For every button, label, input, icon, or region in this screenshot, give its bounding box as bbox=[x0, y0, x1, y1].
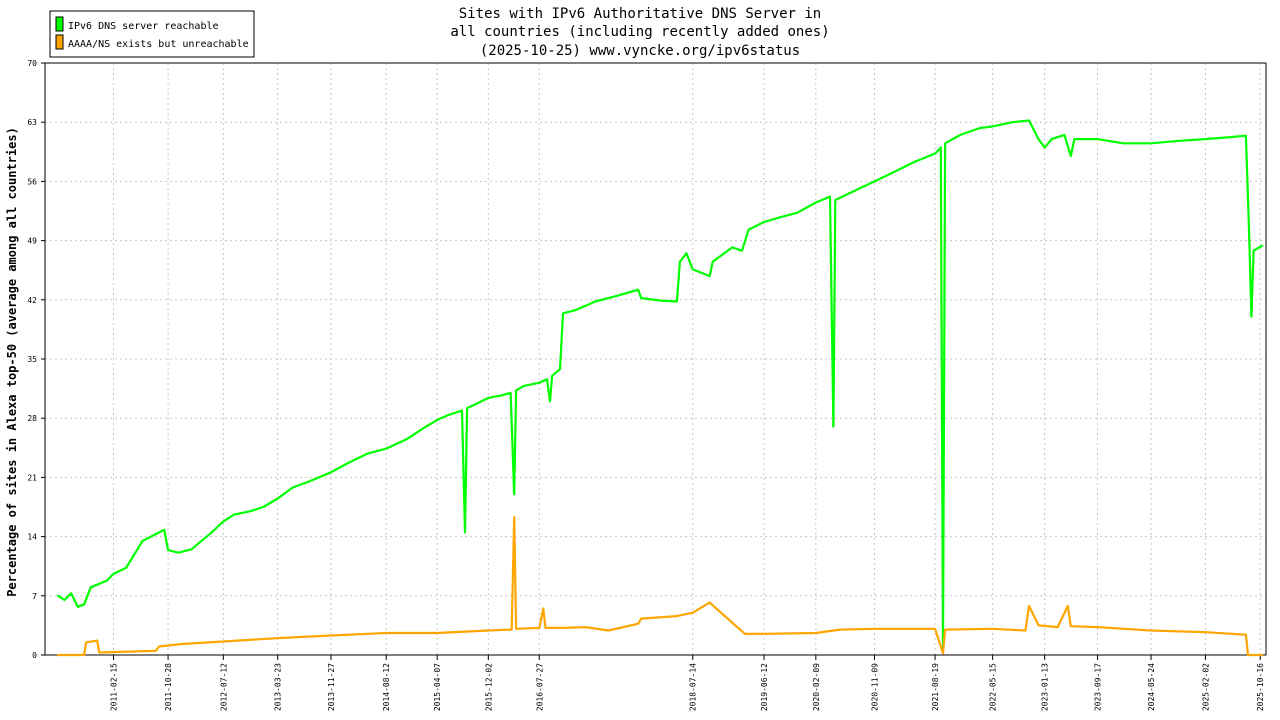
series-group bbox=[56, 119, 1264, 657]
legend-swatch-reachable bbox=[55, 16, 64, 32]
x-tick-label: 2015-12-02 bbox=[484, 663, 493, 711]
series-line-unreachable bbox=[56, 515, 1264, 657]
x-tick-label: 2020-11-09 bbox=[870, 663, 879, 711]
y-tick-label: 28 bbox=[27, 414, 37, 423]
x-axis: 2011-02-15 2011-10-28 2012-07-12 2013-03-23… bbox=[109, 655, 1265, 711]
series-line-reachable bbox=[56, 119, 1264, 648]
legend-swatch-unreachable bbox=[55, 34, 64, 50]
x-tick-label: 2018-07-14 bbox=[689, 663, 698, 711]
x-tick-label: 2023-01-13 bbox=[1041, 663, 1050, 711]
chart-title-line-3: (2025-10-25) www.vyncke.org/ipv6status bbox=[480, 43, 800, 59]
y-axis-label: Percentage of sites in Alexa top-50 (ave… bbox=[5, 127, 19, 597]
x-tick-label: 2023-09-17 bbox=[1094, 663, 1103, 711]
x-tick-label: 2022-05-15 bbox=[989, 663, 998, 711]
x-tick-label: 2011-10-28 bbox=[164, 663, 173, 711]
y-tick-label: 70 bbox=[27, 59, 37, 68]
x-tick-label: 2016-07-27 bbox=[535, 663, 544, 711]
x-tick-label: 2013-03-23 bbox=[274, 663, 283, 711]
x-tick-label: 2025-10-16 bbox=[1256, 663, 1265, 711]
x-tick-label: 2021-08-19 bbox=[931, 663, 940, 711]
grid bbox=[45, 63, 1266, 655]
x-tick-label: 2024-05-24 bbox=[1147, 663, 1156, 711]
x-tick-label: 2013-11-27 bbox=[327, 663, 336, 711]
y-tick-label: 21 bbox=[27, 473, 37, 482]
x-tick-label: 2020-02-09 bbox=[812, 663, 821, 711]
legend: IPv6 DNS server reachable AAAA/NS exists… bbox=[49, 10, 255, 58]
y-tick-label: 56 bbox=[27, 177, 37, 186]
y-tick-label: 7 bbox=[32, 592, 37, 601]
y-tick-label: 35 bbox=[27, 355, 37, 364]
x-tick-label: 2015-04-07 bbox=[433, 663, 442, 711]
x-tick-label: 2011-02-15 bbox=[109, 663, 118, 711]
y-tick-label: 63 bbox=[27, 118, 37, 127]
y-tick-label: 49 bbox=[27, 237, 37, 246]
x-tick-label: 2012-07-12 bbox=[219, 663, 228, 711]
y-tick-label: 0 bbox=[32, 651, 37, 660]
y-tick-label: 42 bbox=[27, 296, 37, 305]
x-tick-label: 2019-06-12 bbox=[760, 663, 769, 711]
legend-label-reachable: IPv6 DNS server reachable bbox=[68, 21, 219, 32]
x-tick-label: 2014-08-12 bbox=[382, 663, 391, 711]
y-tick-label: 14 bbox=[27, 533, 37, 542]
chart-title-line-1: Sites with IPv6 Authoritative DNS Server… bbox=[459, 6, 821, 22]
chart-title-line-2: all countries (including recently added … bbox=[450, 24, 829, 40]
legend-box bbox=[49, 10, 255, 58]
legend-label-unreachable: AAAA/NS exists but unreachable bbox=[68, 39, 249, 50]
y-axis: 0 7 14 21 28 35 42 49 56 63 70 bbox=[27, 59, 45, 660]
x-tick-label: 2025-02-02 bbox=[1201, 663, 1210, 711]
